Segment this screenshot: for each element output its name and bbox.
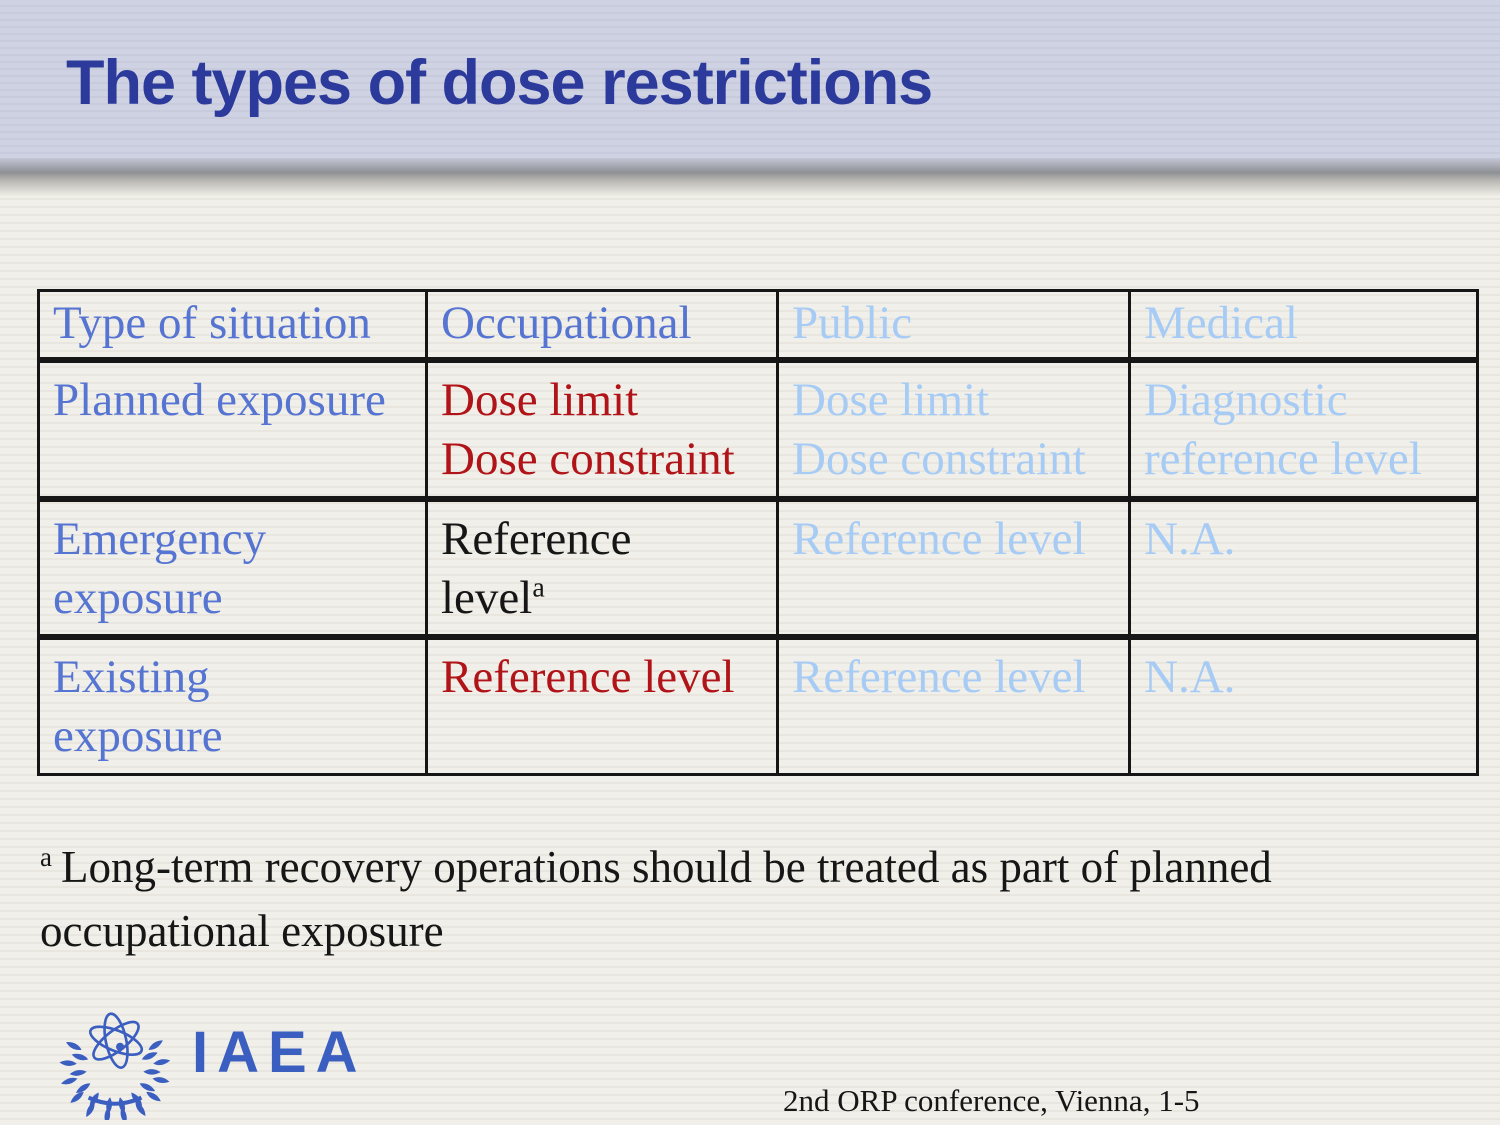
footer-credit: 2nd ORP conference, Vienna, 1-5 — [783, 1083, 1200, 1118]
cell-text: Reference level — [441, 512, 632, 624]
cell-planned-label: Planned exposure — [37, 357, 428, 501]
page-title: The types of dose restrictions — [66, 48, 933, 118]
table-row-planned-exposure: Planned exposure Dose limit Dose constra… — [37, 357, 1479, 501]
cell-emergency-medical: N.A. — [1128, 495, 1479, 639]
iaea-emblem-icon — [59, 1012, 171, 1120]
cell-planned-public: Dose limit Dose constraint — [776, 357, 1131, 501]
footnote-text: Long-term recovery operations should be … — [40, 842, 1272, 956]
cell-emergency-public: Reference level — [776, 495, 1131, 639]
cell-existing-occupational: Reference level — [425, 634, 779, 776]
col-header-medical: Medical — [1128, 289, 1479, 362]
col-header-public: Public — [776, 289, 1131, 362]
footnote-marker: a — [40, 842, 52, 872]
cell-planned-medical: Diagnostic reference level — [1128, 357, 1479, 501]
cell-emergency-occupational: Reference levela — [425, 495, 779, 639]
iaea-logo-text: IAEA — [192, 1019, 367, 1085]
table-row-emergency-exposure: Emergency exposure Reference levela Refe… — [37, 495, 1479, 639]
dose-restrictions-table: Type of situation Occupational Public Me… — [37, 289, 1479, 776]
col-header-occupational: Occupational — [425, 289, 779, 362]
table-row-existing-exposure: Existing exposure Reference level Refere… — [37, 634, 1479, 776]
cell-planned-occupational: Dose limit Dose constraint — [425, 357, 779, 501]
iaea-logo: IAEA — [54, 998, 367, 1120]
atom-nucleus — [116, 1042, 125, 1051]
header-band — [0, 0, 1500, 158]
footnote: a Long-term recovery operations should be… — [40, 836, 1464, 964]
table-header-row: Type of situation Occupational Public Me… — [37, 289, 1479, 362]
cell-emergency-label: Emergency exposure — [37, 495, 428, 639]
col-header-type-of-situation: Type of situation — [37, 289, 428, 362]
header-fade-divider — [0, 158, 1500, 196]
cell-existing-public: Reference level — [776, 634, 1131, 776]
cell-existing-medical: N.A. — [1128, 634, 1479, 776]
cell-existing-label: Existing exposure — [37, 634, 428, 776]
footnote-marker-superscript: a — [532, 572, 545, 604]
